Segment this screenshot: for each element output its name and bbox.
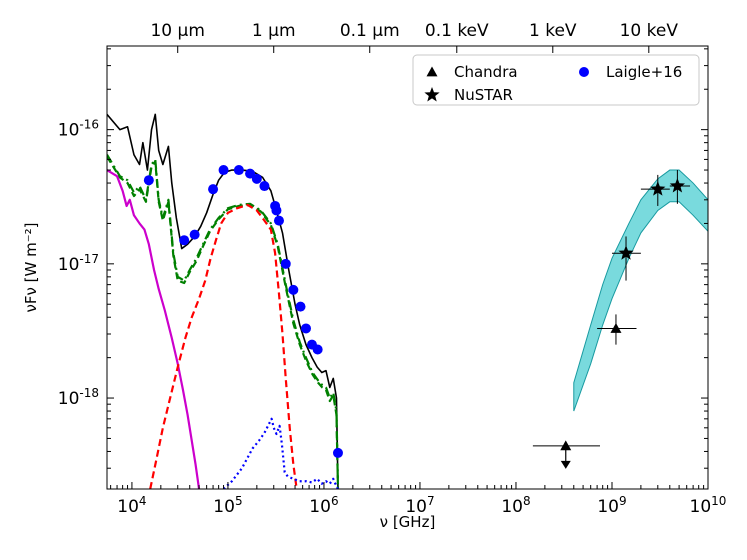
laigle16-point xyxy=(300,323,311,334)
top-axis-tick-label: 10 keV xyxy=(620,21,679,41)
axes: 104 105 106 107 108 109 1010 10-18 10-17 10-16 10 … xyxy=(58,21,727,517)
chandra-point xyxy=(610,322,622,333)
x-tick-label: 108 xyxy=(501,494,530,517)
x-tick-label: 104 xyxy=(117,494,146,517)
laigle16-point xyxy=(295,301,306,312)
series-total xyxy=(107,113,339,489)
legend: Chandra NuSTAR Laigle+16 xyxy=(412,54,700,106)
plot-frame xyxy=(106,45,709,490)
legend-marker-chandra xyxy=(426,66,438,77)
nustar-point xyxy=(618,245,634,260)
nustar-point xyxy=(669,178,685,193)
top-axis-tick-label: 0.1 μm xyxy=(340,21,400,41)
laigle16-point xyxy=(218,165,229,176)
top-axis-tick-label: 1 μm xyxy=(252,21,296,41)
laigle16-point xyxy=(189,229,200,240)
x-tick-label: 107 xyxy=(405,494,434,517)
xray-band-area xyxy=(573,169,708,412)
x-tick-label: 106 xyxy=(309,494,338,517)
laigle16-point xyxy=(280,258,291,269)
laigle16-point xyxy=(143,175,154,186)
laigle16-point xyxy=(273,215,284,226)
y-tick-label: 10-17 xyxy=(58,252,99,275)
legend-marker-laigle16 xyxy=(579,67,589,77)
laigle16-point xyxy=(259,181,270,192)
x-axis-label: ν [GHz] xyxy=(380,513,436,531)
series-stellar xyxy=(149,203,298,489)
y-tick-label: 10-16 xyxy=(58,118,99,141)
top-axis-tick-label: 0.1 keV xyxy=(425,21,489,41)
nustar-point xyxy=(650,181,666,196)
y-tick-label: 10-18 xyxy=(58,386,99,409)
legend-label: Chandra xyxy=(454,63,518,81)
laigle16-point xyxy=(245,168,256,179)
y-axis-label: νFν [W m⁻²] xyxy=(22,223,40,313)
x-tick-label: 105 xyxy=(213,494,242,517)
chandra-upper-limit-arrow xyxy=(560,460,571,469)
laigle16-point xyxy=(312,344,323,355)
series-agn-torus-2 xyxy=(107,155,340,489)
legend-label: NuSTAR xyxy=(454,86,513,104)
chandra-point xyxy=(560,440,572,451)
top-axis-tick-label: 10 μm xyxy=(150,21,204,41)
legend-marker-nustar xyxy=(424,87,440,102)
x-tick-label: 109 xyxy=(597,494,626,517)
series-agn-torus xyxy=(107,154,340,489)
sed-model-curves xyxy=(107,113,340,489)
laigle16-point xyxy=(271,205,282,216)
x-tick-label: 1010 xyxy=(690,494,727,517)
laigle16-point xyxy=(208,184,219,195)
laigle16-point xyxy=(179,235,190,246)
laigle16-point xyxy=(233,165,244,176)
xray-model-band xyxy=(573,169,708,412)
laigle16-point xyxy=(332,447,343,458)
series-disk xyxy=(222,417,339,489)
legend-label: Laigle+16 xyxy=(606,63,682,81)
laigle16-point xyxy=(251,173,262,184)
series-starburst xyxy=(107,169,201,489)
top-axis-tick-label: 1 keV xyxy=(529,21,577,41)
photometry-points xyxy=(143,165,691,469)
laigle16-point xyxy=(288,284,299,295)
legend-box xyxy=(412,54,700,106)
